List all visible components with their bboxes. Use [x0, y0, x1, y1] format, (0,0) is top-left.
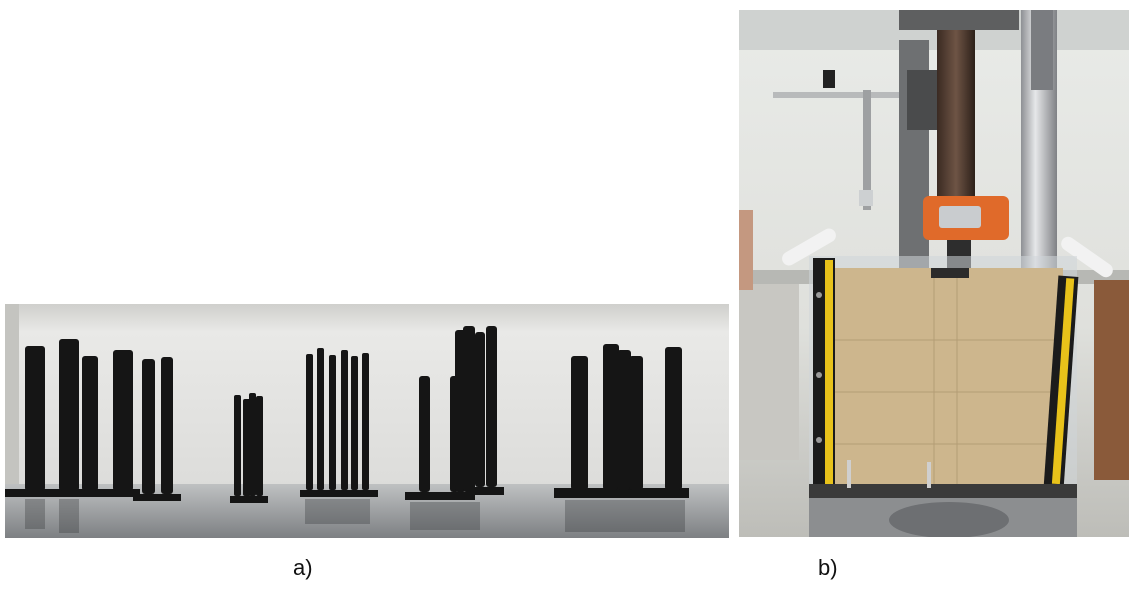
rod-array-3 — [230, 393, 268, 503]
panel-a-caption: a) — [293, 555, 313, 580]
test-rig-photo — [739, 10, 1129, 537]
rod-arrays-photo — [5, 304, 729, 538]
rod-array-5 — [405, 326, 475, 500]
floor-reflections — [25, 499, 685, 533]
rod-array-4 — [300, 348, 378, 497]
rod-array-7 — [554, 344, 689, 498]
sand-sample — [831, 268, 1063, 486]
rod-array-1 — [5, 339, 140, 497]
rod-array-2 — [133, 357, 181, 501]
photo-panel-b — [739, 10, 1129, 537]
rod-array-6 — [468, 326, 504, 495]
photo-panel-a — [5, 304, 729, 538]
panel-b-caption: b) — [818, 555, 838, 580]
